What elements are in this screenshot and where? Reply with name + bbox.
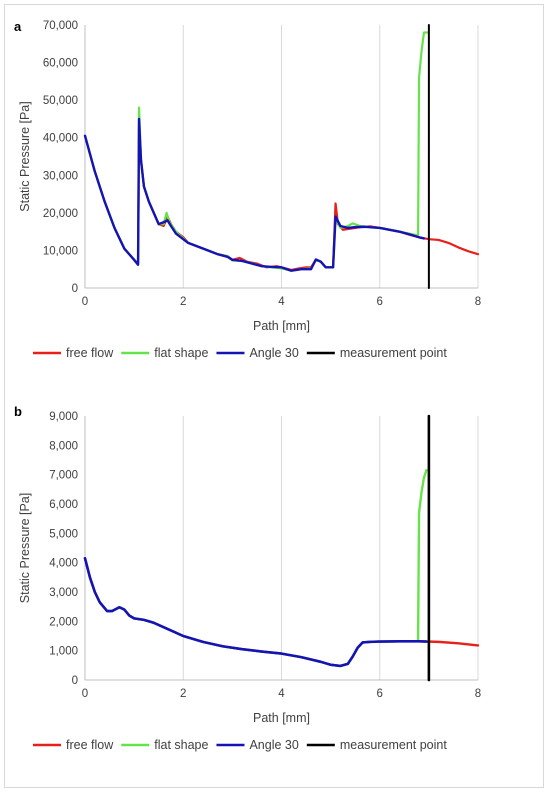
x-tick-label: 8 <box>475 688 481 700</box>
y-tick-label: 6,000 <box>49 499 78 511</box>
legend-label-free-flow: free flow <box>66 346 114 360</box>
y-tick-label: 9,000 <box>49 411 78 423</box>
legend: free flow flat shape Angle 30 measurement p… <box>33 738 447 752</box>
y-tick-label: 5,000 <box>49 528 78 540</box>
x-tick-label: 6 <box>377 688 383 700</box>
y-tick-label: 2,000 <box>49 616 78 628</box>
x-tick-label: 8 <box>475 296 481 308</box>
panel-label: b <box>14 404 22 419</box>
x-tick-label: 0 <box>82 296 88 308</box>
y-tick-label: 7,000 <box>49 470 78 482</box>
chart-panel-b: b 0 1,000 2,000 3,000 4,000 5,000 6,000 7,000 8,0… <box>14 404 481 752</box>
chart-panel-a: a 0 10,000 20,000 30,000 40,000 50,000 60,000 70… <box>14 19 481 360</box>
y-tick-label: 1,000 <box>49 646 78 658</box>
y-tick-label: 40,000 <box>43 133 78 145</box>
x-tick-label: 6 <box>377 296 383 308</box>
x-axis-title: Path [mm] <box>253 319 310 333</box>
y-tick-label: 50,000 <box>43 95 78 107</box>
y-tick-label: 8,000 <box>49 440 78 452</box>
x-tick-label: 2 <box>180 296 186 308</box>
figure-frame <box>4 4 544 788</box>
series-line-flat-shape <box>83 469 428 668</box>
y-tick-label: 30,000 <box>43 170 78 182</box>
y-tick-label: 60,000 <box>43 58 78 70</box>
legend-label-flat-shape: flat shape <box>154 738 208 752</box>
legend-label-measurement-point: measurement point <box>340 346 448 360</box>
x-tick-label: 4 <box>278 296 285 308</box>
y-tick-label: 0 <box>72 675 78 687</box>
y-tick-label: 10,000 <box>43 245 78 257</box>
legend: free flow flat shape Angle 30 measurement p… <box>33 346 447 360</box>
y-axis-title: Static Pressure [Pa] <box>18 493 32 603</box>
y-axis-title: Static Pressure [Pa] <box>18 101 32 211</box>
y-tick-label: 0 <box>72 283 78 295</box>
y-tick-label: 3,000 <box>49 587 78 599</box>
legend-label-angle-30: Angle 30 <box>249 346 298 360</box>
legend-label-flat-shape: flat shape <box>154 346 208 360</box>
y-tick-label: 70,000 <box>43 20 78 32</box>
y-tick-label: 20,000 <box>43 208 78 220</box>
series-line-angle-30 <box>83 117 426 272</box>
legend-label-free-flow: free flow <box>66 738 114 752</box>
x-tick-label: 2 <box>180 688 186 700</box>
legend-label-angle-30: Angle 30 <box>249 738 298 752</box>
x-tick-label: 4 <box>278 688 285 700</box>
x-axis-title: Path [mm] <box>253 711 310 725</box>
legend-label-measurement-point: measurement point <box>340 738 448 752</box>
series-line-flat-shape <box>83 31 429 272</box>
y-tick-label: 4,000 <box>49 558 78 570</box>
x-tick-label: 0 <box>82 688 88 700</box>
series-line-angle-30 <box>83 556 428 668</box>
panel-label: a <box>14 19 22 34</box>
